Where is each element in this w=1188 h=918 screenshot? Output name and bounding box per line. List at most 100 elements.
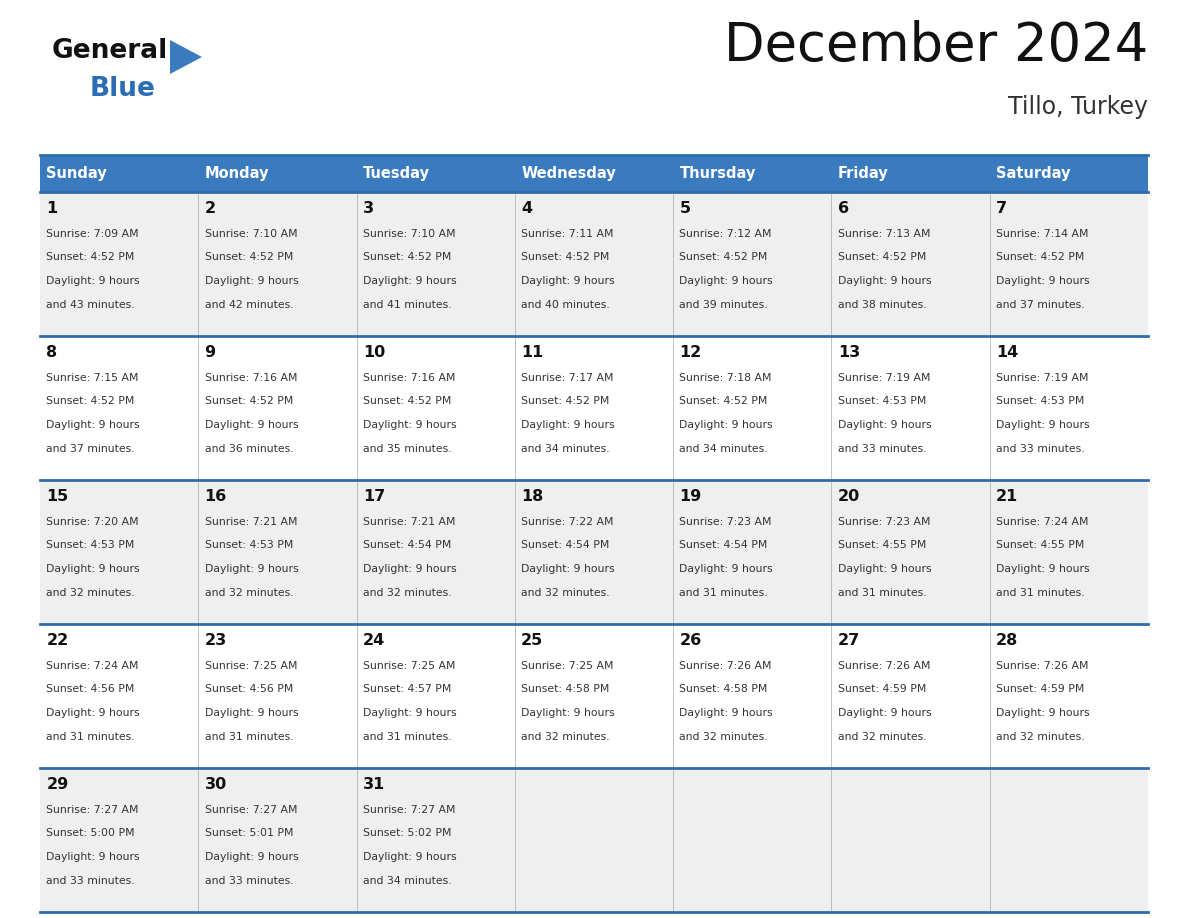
Text: 2: 2 [204, 201, 216, 216]
Text: and 43 minutes.: and 43 minutes. [46, 300, 135, 310]
Text: Sunset: 4:55 PM: Sunset: 4:55 PM [838, 541, 927, 551]
Text: 5: 5 [680, 201, 690, 216]
Text: and 34 minutes.: and 34 minutes. [522, 444, 609, 454]
Text: Daylight: 9 hours: Daylight: 9 hours [204, 276, 298, 286]
Text: Tuesday: Tuesday [362, 166, 430, 181]
Text: Sunrise: 7:16 AM: Sunrise: 7:16 AM [362, 373, 455, 383]
Text: 22: 22 [46, 633, 69, 647]
Text: Friday: Friday [838, 166, 889, 181]
Text: Daylight: 9 hours: Daylight: 9 hours [838, 420, 931, 431]
Polygon shape [170, 40, 202, 74]
Text: Daylight: 9 hours: Daylight: 9 hours [204, 709, 298, 718]
Text: Daylight: 9 hours: Daylight: 9 hours [522, 709, 615, 718]
Text: Sunset: 4:52 PM: Sunset: 4:52 PM [46, 252, 134, 263]
Text: 17: 17 [362, 488, 385, 504]
Text: Sunrise: 7:24 AM: Sunrise: 7:24 AM [46, 661, 139, 671]
Text: Sunset: 4:58 PM: Sunset: 4:58 PM [680, 685, 767, 695]
Text: and 32 minutes.: and 32 minutes. [204, 588, 293, 598]
Text: and 33 minutes.: and 33 minutes. [996, 444, 1085, 454]
Text: Sunrise: 7:19 AM: Sunrise: 7:19 AM [996, 373, 1088, 383]
Text: and 33 minutes.: and 33 minutes. [204, 876, 293, 886]
Text: 20: 20 [838, 488, 860, 504]
Text: and 37 minutes.: and 37 minutes. [996, 300, 1085, 310]
Text: Daylight: 9 hours: Daylight: 9 hours [996, 709, 1089, 718]
Text: 19: 19 [680, 488, 702, 504]
Text: 10: 10 [362, 344, 385, 360]
Text: Sunset: 5:02 PM: Sunset: 5:02 PM [362, 828, 451, 838]
Text: Sunset: 4:52 PM: Sunset: 4:52 PM [362, 252, 451, 263]
Text: and 32 minutes.: and 32 minutes. [522, 588, 609, 598]
Text: 4: 4 [522, 201, 532, 216]
Bar [40, 624, 1148, 768]
Text: Daylight: 9 hours: Daylight: 9 hours [46, 420, 140, 431]
Text: Sunrise: 7:18 AM: Sunrise: 7:18 AM [680, 373, 772, 383]
Text: Sunset: 5:01 PM: Sunset: 5:01 PM [204, 828, 293, 838]
Text: Sunrise: 7:20 AM: Sunrise: 7:20 AM [46, 517, 139, 527]
Text: 6: 6 [838, 201, 849, 216]
Bar [40, 192, 1148, 336]
Text: Sunrise: 7:13 AM: Sunrise: 7:13 AM [838, 229, 930, 239]
Text: Blue: Blue [90, 76, 156, 102]
Text: Daylight: 9 hours: Daylight: 9 hours [362, 852, 456, 862]
Text: and 35 minutes.: and 35 minutes. [362, 444, 451, 454]
Text: Sunset: 4:53 PM: Sunset: 4:53 PM [204, 541, 293, 551]
Text: Sunset: 4:52 PM: Sunset: 4:52 PM [838, 252, 927, 263]
Text: Daylight: 9 hours: Daylight: 9 hours [838, 709, 931, 718]
Text: Sunset: 4:52 PM: Sunset: 4:52 PM [204, 252, 293, 263]
Text: Daylight: 9 hours: Daylight: 9 hours [204, 565, 298, 575]
Text: 18: 18 [522, 488, 543, 504]
Text: Daylight: 9 hours: Daylight: 9 hours [522, 276, 615, 286]
Bar [40, 155, 1148, 192]
Text: Daylight: 9 hours: Daylight: 9 hours [362, 420, 456, 431]
Text: and 39 minutes.: and 39 minutes. [680, 300, 769, 310]
Text: Sunrise: 7:27 AM: Sunrise: 7:27 AM [46, 805, 139, 814]
Text: Daylight: 9 hours: Daylight: 9 hours [46, 565, 140, 575]
Text: Sunset: 4:52 PM: Sunset: 4:52 PM [680, 252, 767, 263]
Text: and 41 minutes.: and 41 minutes. [362, 300, 451, 310]
Text: Sunrise: 7:26 AM: Sunrise: 7:26 AM [996, 661, 1088, 671]
Text: Sunday: Sunday [46, 166, 107, 181]
Text: 26: 26 [680, 633, 702, 647]
Text: 25: 25 [522, 633, 543, 647]
Text: Daylight: 9 hours: Daylight: 9 hours [680, 565, 773, 575]
Text: Daylight: 9 hours: Daylight: 9 hours [46, 276, 140, 286]
Text: 7: 7 [996, 201, 1007, 216]
Text: Sunset: 4:54 PM: Sunset: 4:54 PM [362, 541, 451, 551]
Text: Wednesday: Wednesday [522, 166, 615, 181]
Text: Daylight: 9 hours: Daylight: 9 hours [522, 420, 615, 431]
Text: Sunrise: 7:15 AM: Sunrise: 7:15 AM [46, 373, 139, 383]
Text: and 31 minutes.: and 31 minutes. [680, 588, 769, 598]
Text: Daylight: 9 hours: Daylight: 9 hours [362, 276, 456, 286]
Text: Sunset: 4:55 PM: Sunset: 4:55 PM [996, 541, 1085, 551]
Text: General: General [52, 38, 169, 64]
Text: 14: 14 [996, 344, 1018, 360]
Text: Sunrise: 7:26 AM: Sunrise: 7:26 AM [838, 661, 930, 671]
Text: Daylight: 9 hours: Daylight: 9 hours [46, 852, 140, 862]
Text: Sunrise: 7:14 AM: Sunrise: 7:14 AM [996, 229, 1088, 239]
Text: and 32 minutes.: and 32 minutes. [362, 588, 451, 598]
Text: Sunset: 5:00 PM: Sunset: 5:00 PM [46, 828, 135, 838]
Text: and 33 minutes.: and 33 minutes. [46, 876, 135, 886]
Text: and 34 minutes.: and 34 minutes. [362, 876, 451, 886]
Text: 30: 30 [204, 777, 227, 791]
Text: and 32 minutes.: and 32 minutes. [522, 732, 609, 742]
Text: Sunrise: 7:22 AM: Sunrise: 7:22 AM [522, 517, 614, 527]
Text: Daylight: 9 hours: Daylight: 9 hours [996, 420, 1089, 431]
Text: 13: 13 [838, 344, 860, 360]
Text: 9: 9 [204, 344, 216, 360]
Text: Sunset: 4:52 PM: Sunset: 4:52 PM [46, 397, 134, 407]
Text: 29: 29 [46, 777, 69, 791]
Text: and 36 minutes.: and 36 minutes. [204, 444, 293, 454]
Text: Sunset: 4:52 PM: Sunset: 4:52 PM [680, 397, 767, 407]
Text: Sunrise: 7:21 AM: Sunrise: 7:21 AM [362, 517, 455, 527]
Text: Sunset: 4:57 PM: Sunset: 4:57 PM [362, 685, 451, 695]
Text: Sunrise: 7:26 AM: Sunrise: 7:26 AM [680, 661, 772, 671]
Text: and 40 minutes.: and 40 minutes. [522, 300, 609, 310]
Text: Sunset: 4:59 PM: Sunset: 4:59 PM [838, 685, 927, 695]
Text: Sunset: 4:56 PM: Sunset: 4:56 PM [46, 685, 134, 695]
Text: 12: 12 [680, 344, 702, 360]
Text: Monday: Monday [204, 166, 270, 181]
Text: Daylight: 9 hours: Daylight: 9 hours [838, 276, 931, 286]
Text: Sunrise: 7:25 AM: Sunrise: 7:25 AM [362, 661, 455, 671]
Bar [40, 480, 1148, 624]
